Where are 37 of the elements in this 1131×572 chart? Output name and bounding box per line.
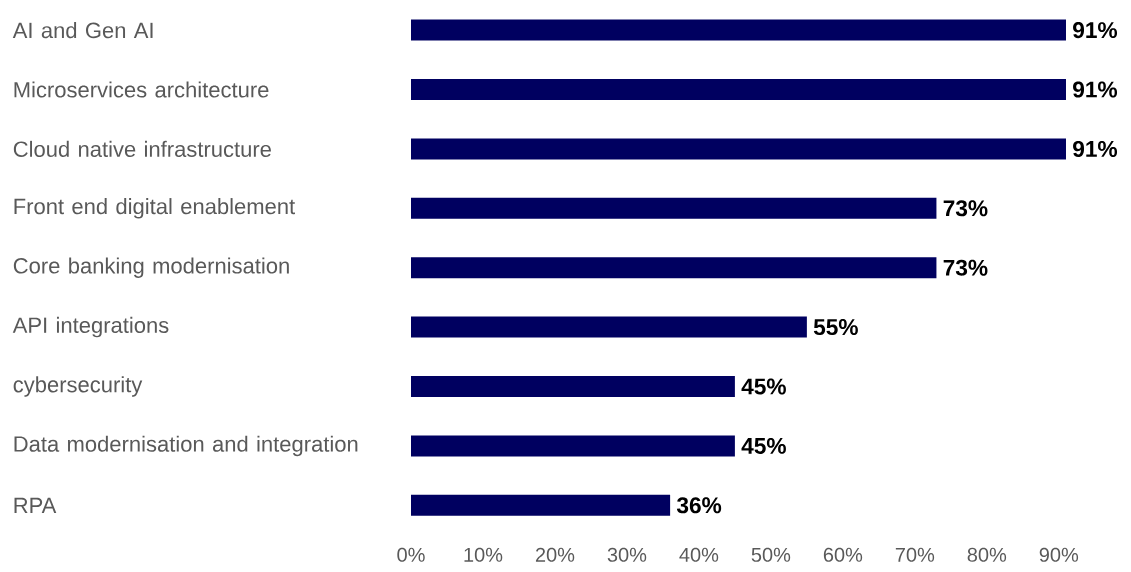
bar <box>411 376 735 398</box>
x-tick-label: 70% <box>895 547 935 562</box>
x-tick-label: 60% <box>823 547 863 562</box>
data-label: 73% <box>943 200 988 217</box>
bar <box>411 197 937 219</box>
x-tick-label: 10% <box>464 547 503 562</box>
y-tick-label: Core banking modernisation <box>13 257 289 278</box>
x-tick-label: 40% <box>679 547 719 562</box>
data-label: 45% <box>741 437 786 454</box>
data-label: 45% <box>741 378 786 395</box>
x-tick-label: 30% <box>607 547 647 562</box>
data-label: 73% <box>943 259 988 276</box>
data-label: 91% <box>1073 140 1118 157</box>
bar <box>411 435 735 457</box>
y-tick-label: RPA <box>14 497 57 513</box>
x-tick-label: 20% <box>535 547 575 562</box>
x-tick-label: 0% <box>397 547 425 562</box>
x-tick-label: 90% <box>1039 547 1079 562</box>
data-label: 91% <box>1073 22 1118 39</box>
y-tick-label: Microservices architecture <box>14 81 269 98</box>
data-label: 55% <box>813 319 858 336</box>
y-tick-label: Cloud native infrastructure <box>13 140 271 157</box>
y-tick-label: Data modernisation and integration <box>14 435 358 457</box>
bar <box>411 316 807 338</box>
y-tick-label: API integrations <box>12 316 169 338</box>
bar <box>411 494 671 516</box>
bar <box>411 257 937 279</box>
x-tick-label: 50% <box>751 547 791 562</box>
data-label: 91% <box>1073 81 1118 98</box>
y-tick-label: AI and Gen AI <box>12 22 153 39</box>
bar <box>411 138 1066 160</box>
bar <box>411 19 1066 41</box>
data-label: 36% <box>676 497 722 514</box>
x-tick-label: 80% <box>967 547 1007 562</box>
y-tick-label: cybersecurity <box>13 376 143 397</box>
y-tick-label: Front end digital enablement <box>14 198 296 219</box>
bar <box>411 79 1066 101</box>
